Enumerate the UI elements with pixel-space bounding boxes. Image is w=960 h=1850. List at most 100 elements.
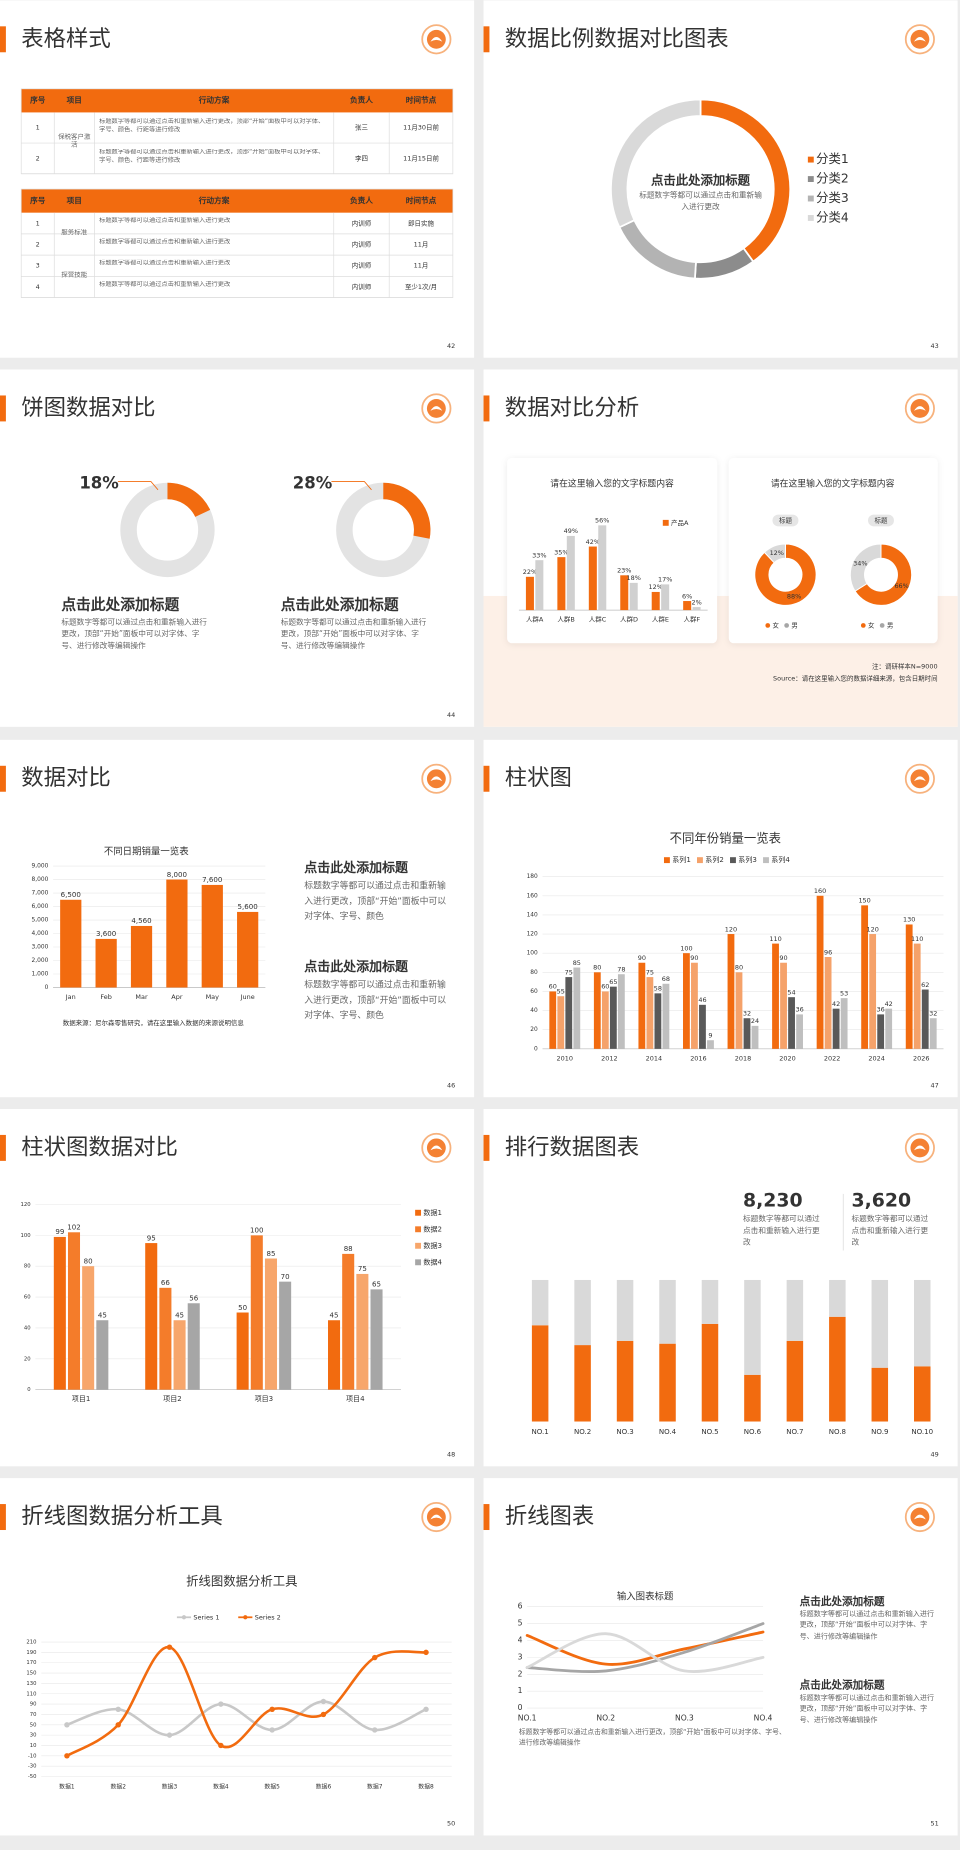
x-tick-label: Feb (100, 993, 111, 1001)
stat-text: 标题数字等都可以通过点击和重新输入进行更改 (851, 1213, 929, 1248)
slide-background (483, 0, 958, 358)
y-tick-label: 60 (24, 1295, 31, 1301)
table-cell: 标题数字等都可以通过点击和重新输入进行更改 (99, 217, 231, 225)
bar (525, 576, 534, 611)
pie-slice (754, 543, 817, 606)
legend-swatch (763, 857, 769, 864)
x-tick-label: 数据8 (418, 1783, 434, 1791)
title-accent (0, 395, 6, 422)
y-tick-label: 160 (527, 893, 538, 899)
y-tick-label: 2 (518, 1669, 523, 1678)
title-accent (483, 1504, 490, 1531)
caption: 标题数字等都可以通过点击和重新输入进行更改，顶部“开始”面板中可以对字体、字号、… (518, 1729, 786, 1747)
bar (617, 974, 625, 1049)
legend-swatch (662, 519, 669, 526)
value-label: 45 (330, 1311, 339, 1320)
value-label: 7,600 (202, 875, 223, 884)
table-group-cell-box: 保税客户激活 (58, 134, 90, 150)
source: Source：请在这里输入您的数据详细来源，包含日期时间 (773, 674, 938, 683)
value-label: 33% (532, 551, 546, 559)
legend-dot (784, 623, 789, 628)
x-tick-label: 人群E (652, 615, 669, 624)
table-header-cell: 项目 (67, 196, 82, 205)
value-label: 66% (894, 582, 908, 590)
legend-swatch (730, 857, 736, 864)
donut-arc (383, 482, 431, 539)
bar (659, 1279, 676, 1344)
y-tick-label: 80 (24, 1264, 31, 1270)
value-label: 34% (853, 559, 867, 567)
table-cell: 至少1次/月 (405, 282, 437, 291)
bar (236, 1312, 249, 1390)
logo-mark (430, 406, 443, 411)
logo-mark (914, 1145, 926, 1151)
pie-label: 标题 (779, 515, 792, 524)
table-cell: 11月30日前 (403, 123, 439, 132)
logo-mark (914, 776, 926, 782)
bar (651, 591, 660, 611)
table-cell-box: 标题数字等都可以通过点击和重新输入进行更改，顶部“开始”面板中可以对字体、字号、… (99, 149, 324, 164)
line (65, 1645, 428, 1758)
value-label: 88 (344, 1244, 353, 1253)
title-accent (483, 395, 490, 422)
bar (840, 998, 848, 1049)
bar (166, 879, 188, 988)
y-tick-label: 190 (26, 1650, 37, 1656)
center-title: 点击此处添加标题 (651, 172, 751, 187)
bar (620, 575, 629, 611)
table-cell: 1 (36, 219, 40, 227)
value-label: 90 (638, 954, 646, 962)
value-label: 68 (662, 975, 670, 983)
bar (885, 1008, 893, 1049)
value-label: 80 (593, 964, 601, 972)
x-tick-label: 2010 (557, 1054, 573, 1062)
y-tick-label: 1,000 (32, 972, 49, 978)
bar (159, 1287, 172, 1390)
value-label: 2% (691, 598, 701, 606)
title-accent (0, 1134, 6, 1161)
bar (356, 1273, 369, 1390)
slide: 数据对比 46 不同日期销量一览表 0 1,000 2,000 3,000 4,000 5,00… (0, 739, 475, 1098)
table-cell: 1 (36, 124, 40, 132)
table-border (20, 188, 454, 298)
bar (574, 1279, 591, 1346)
value-label: 32 (743, 1010, 751, 1018)
bar (735, 972, 743, 1049)
legend-label: Series 1 (193, 1613, 219, 1621)
value-label: 55 (557, 988, 565, 996)
table-cell: 内训师 (352, 282, 372, 291)
x-tick-label: 数据1 (59, 1783, 75, 1791)
y-tick-label: 120 (527, 932, 538, 938)
value-label: 85 (266, 1249, 275, 1258)
block-heading: 点击此处添加标题 (61, 595, 179, 613)
x-tick-label: 项目1 (72, 1394, 91, 1403)
bar (173, 1320, 186, 1390)
table-cell: 张三 (355, 123, 368, 132)
legend-label: 系列4 (771, 855, 790, 864)
bar (727, 934, 735, 1049)
y-tick-label: -10 (28, 1753, 37, 1759)
block-text: 标题数字等都可以通过点击和重新输入进行更改，顶部“开始”面板中可以对字体、字号、… (799, 1610, 935, 1641)
logo-mark (430, 1514, 443, 1520)
legend-label: 系列1 (672, 855, 691, 864)
value-label: 18% (627, 574, 641, 582)
value-label: 66 (161, 1278, 170, 1287)
y-tick-label: 110 (26, 1691, 37, 1697)
slide-background (483, 1478, 958, 1836)
table-cell: 标题数字等都可以通过点击和重新输入进行更改 (99, 259, 231, 267)
slide: 饼图数据对比 44 18% 点击此处添加标题标题数字等都可以通过点击和重新输入进行更改… (0, 369, 475, 727)
y-tick-label: 1 (518, 1686, 523, 1695)
block-text: 标题数字等都可以通过点击和重新输入进行更改，顶部“开始”面板中可以对字体、字号、… (61, 617, 207, 651)
bar (573, 967, 581, 1049)
table-cell: 11月 (414, 241, 429, 249)
value-label: 42 (885, 1000, 893, 1008)
legend-swatch (415, 1259, 422, 1266)
value-label: 56% (595, 517, 609, 525)
y-tick-label: 0 (518, 1703, 523, 1712)
legend-swatch (415, 1242, 422, 1249)
x-tick-label: NO.1 (518, 1714, 537, 1723)
slide: 数据对比分析45请在这里输入您的文字标题内容请在这里输入您的文字标题内容22%3… (483, 369, 958, 727)
y-tick-label: 20 (24, 1356, 31, 1362)
bar (871, 1367, 889, 1422)
y-tick-label: 8,000 (32, 877, 49, 883)
